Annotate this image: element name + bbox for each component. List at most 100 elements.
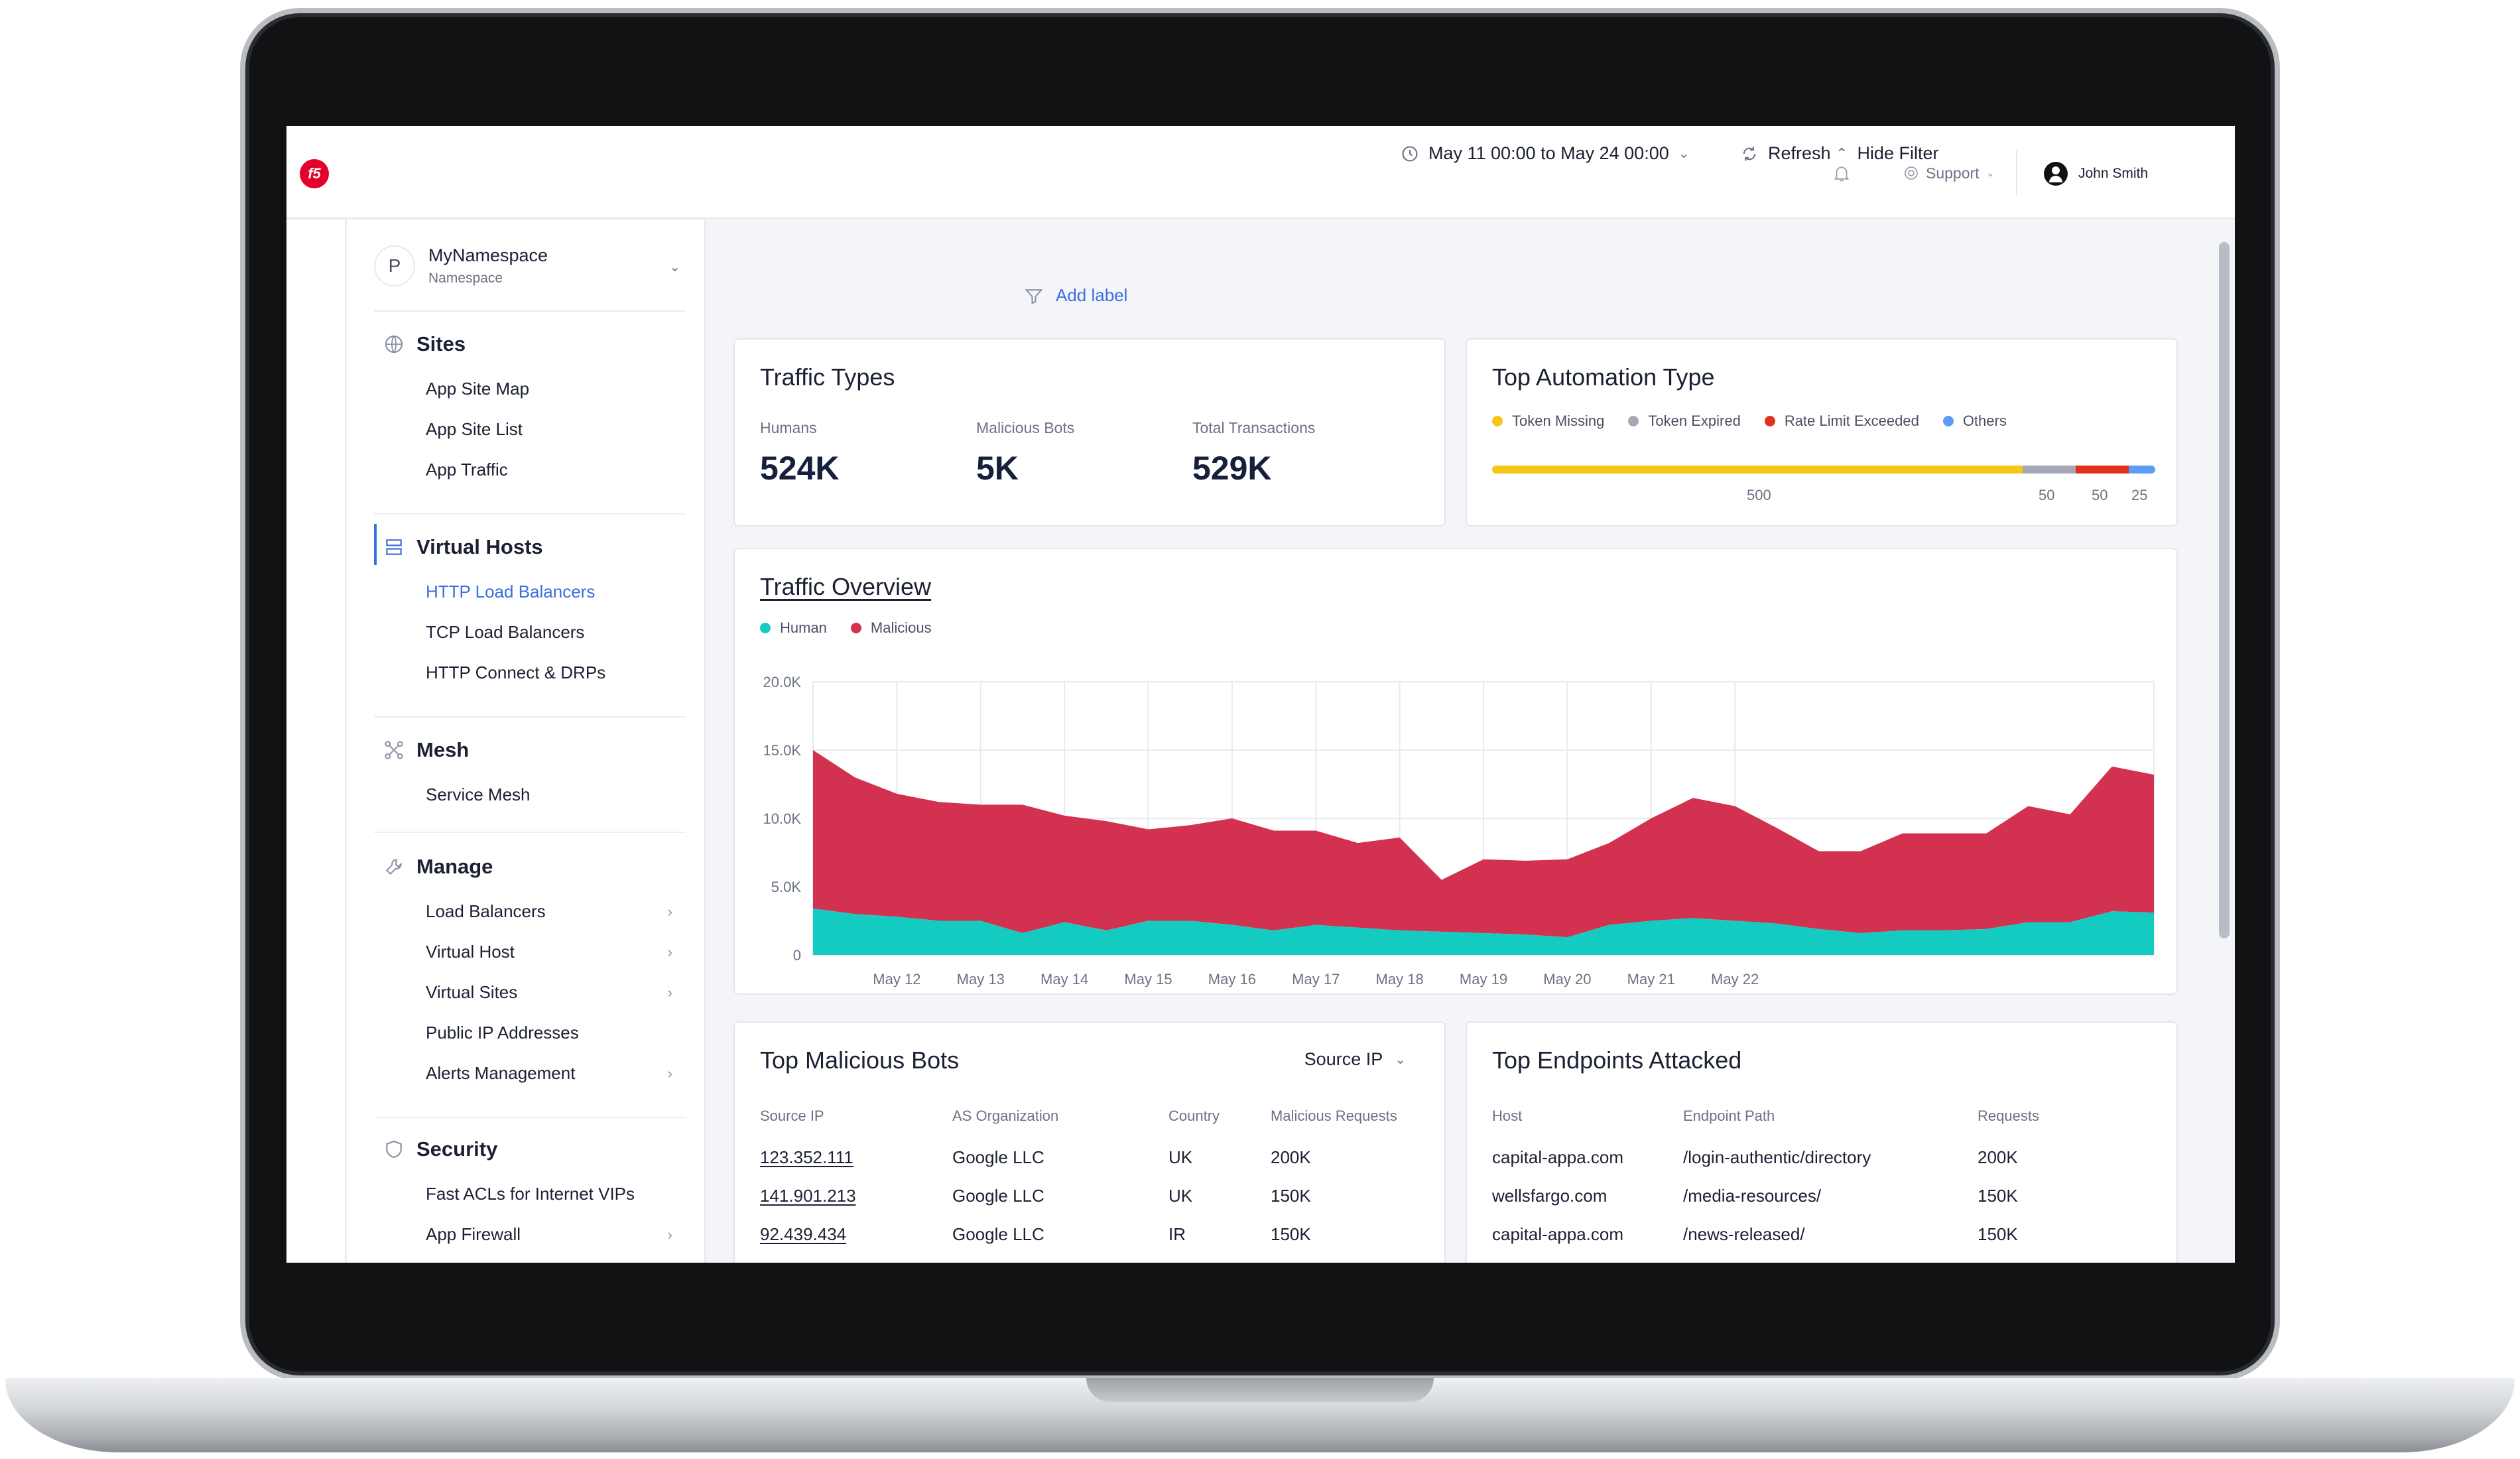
automation-value-label: 50 bbox=[2092, 487, 2108, 503]
legend-item-human: Human bbox=[760, 619, 827, 637]
automation-stacked-bar bbox=[1492, 466, 2155, 474]
sidebar-group-title[interactable]: Virtual Hosts bbox=[374, 523, 686, 572]
table-cell: UK bbox=[1168, 1186, 1193, 1206]
sidebar-item-tcp-load-balancers[interactable]: TCP Load Balancers bbox=[426, 622, 585, 642]
automation-segment bbox=[2023, 466, 2076, 474]
chevron-right-icon: › bbox=[667, 983, 672, 1001]
chevron-right-icon: › bbox=[667, 903, 672, 920]
y-tick-label: 15.0K bbox=[763, 742, 802, 759]
source-ip-select[interactable]: Source IP ⌄ bbox=[1304, 1049, 1406, 1069]
sidebar-item-app-traffic[interactable]: App Traffic bbox=[426, 460, 508, 479]
support-label: Support bbox=[1926, 164, 1980, 182]
traffic-overview-chart: 20.0K 15.0K 10.0K 5.0K 0 May 12 May 13 May 14 Ma… bbox=[763, 674, 2155, 987]
support-menu[interactable]: Support ⌄ bbox=[1903, 163, 1995, 183]
left-rail: » bbox=[286, 220, 346, 1263]
refresh-icon bbox=[1743, 147, 1756, 160]
sidebar-group-title[interactable]: Sites bbox=[374, 320, 686, 369]
sidebar-item-fast-acls[interactable]: Fast ACLs for Internet VIPs bbox=[426, 1184, 635, 1204]
endpoints-attacked-card: Top Endpoints Attacked Host Endpoint Pat… bbox=[1466, 1021, 2178, 1263]
table-cell: wellsfargo.com bbox=[1492, 1186, 1607, 1206]
column-header: AS Organization bbox=[952, 1108, 1059, 1124]
x-tick-label: May 13 bbox=[957, 971, 1005, 987]
sidebar-item-http-connect-drps[interactable]: HTTP Connect & DRPs bbox=[426, 663, 606, 682]
sidebar-group-title[interactable]: Manage bbox=[374, 842, 686, 891]
source-ip-link[interactable]: 92.439.434 bbox=[760, 1224, 847, 1244]
x-tick-label: May 19 bbox=[1460, 971, 1507, 987]
scrollbar-thumb[interactable] bbox=[2219, 242, 2230, 938]
source-ip-link[interactable]: 141.901.213 bbox=[760, 1186, 856, 1206]
sidebar-group-security: Security Fast ACLs for Internet VIPs App… bbox=[374, 1125, 686, 1255]
legend-item: Others bbox=[1942, 412, 2007, 430]
sidebar-item-load-balancers[interactable]: Load Balancers › bbox=[426, 901, 672, 921]
sidebar-item-virtual-sites[interactable]: Virtual Sites › bbox=[426, 982, 672, 1002]
table-cell: capital-appa.com bbox=[1492, 1224, 1623, 1244]
bell-icon[interactable] bbox=[1832, 163, 1852, 183]
automation-value-label: 25 bbox=[2131, 487, 2148, 503]
automation-value-label: 50 bbox=[2039, 487, 2055, 503]
top-bar: f5 Support ⌄ John Smith bbox=[286, 126, 2235, 219]
hide-filter-button[interactable]: ⌃ Hide Filter bbox=[1836, 143, 1939, 163]
x-tick-label: May 21 bbox=[1627, 971, 1675, 987]
laptop-notch bbox=[1086, 1378, 1434, 1402]
x-tick-label: May 18 bbox=[1376, 971, 1424, 987]
x-tick-label: May 17 bbox=[1292, 971, 1340, 987]
add-label-button[interactable]: Add label bbox=[1024, 285, 1127, 306]
table-cell: UK bbox=[1168, 1147, 1193, 1167]
stat-malicious-bots: Malicious Bots 5K bbox=[976, 419, 1075, 487]
column-header: Source IP bbox=[760, 1108, 824, 1124]
user-menu[interactable]: John Smith bbox=[2044, 162, 2148, 186]
divider bbox=[374, 832, 686, 833]
sidebar-item-app-site-list[interactable]: App Site List bbox=[426, 419, 523, 439]
clock-icon bbox=[1402, 145, 1418, 162]
x-tick-label: May 14 bbox=[1040, 971, 1088, 987]
card-title: Top Automation Type bbox=[1492, 363, 1715, 391]
wrench-icon bbox=[385, 859, 402, 875]
chevron-right-icon: › bbox=[667, 943, 672, 960]
column-header: Endpoint Path bbox=[1683, 1108, 1775, 1124]
automation-value-label: 500 bbox=[1747, 487, 1771, 503]
chevron-down-icon: ⌄ bbox=[1678, 147, 1690, 161]
sidebar-item-app-site-map[interactable]: App Site Map bbox=[426, 379, 530, 399]
stat-humans: Humans 524K bbox=[760, 419, 840, 487]
card-title[interactable]: Traffic Overview bbox=[760, 573, 932, 600]
sidebar-group-manage: Manage Load Balancers › Virtual Host › Vir… bbox=[374, 842, 686, 1094]
x-tick-label: May 16 bbox=[1208, 971, 1256, 987]
table-cell: 150K bbox=[1978, 1224, 2018, 1244]
namespace-sub: Namespace bbox=[428, 271, 503, 286]
column-header: Host bbox=[1492, 1108, 1523, 1124]
sidebar-item-app-firewall[interactable]: App Firewall › bbox=[426, 1224, 672, 1244]
server-icon bbox=[386, 539, 402, 555]
sidebar-item-http-load-balancers[interactable]: HTTP Load Balancers bbox=[426, 582, 596, 602]
sidebar-item-virtual-host[interactable]: Virtual Host › bbox=[426, 942, 672, 962]
automation-legend: Token Missing Token Expired Rate Limit E… bbox=[1492, 412, 2007, 430]
sidebar-group-title[interactable]: Mesh bbox=[374, 726, 686, 775]
automation-segment bbox=[2129, 466, 2155, 474]
sidebar-item-alerts-management[interactable]: Alerts Management › bbox=[426, 1063, 672, 1083]
x-tick-label: May 20 bbox=[1543, 971, 1591, 987]
date-range-picker[interactable]: May 11 00:00 to May 24 00:00 ⌄ bbox=[1401, 143, 1690, 164]
sidebar-item-public-ip-addresses[interactable]: Public IP Addresses bbox=[426, 1023, 579, 1043]
sidebar-group-title[interactable]: Security bbox=[374, 1125, 686, 1174]
divider bbox=[374, 513, 686, 515]
table-cell: 200K bbox=[1978, 1147, 2018, 1167]
namespace-selector[interactable]: P MyNamespace Namespace ⌄ bbox=[374, 232, 686, 312]
namespace-badge: P bbox=[374, 245, 415, 286]
traffic-types-card: Traffic Types Humans 524K Malicious Bots… bbox=[733, 338, 1446, 527]
source-ip-link[interactable]: 123.352.111 bbox=[760, 1147, 853, 1167]
refresh-button[interactable]: Refresh bbox=[1740, 143, 1831, 164]
legend-item: Token Missing bbox=[1492, 412, 1604, 430]
sidebar: P MyNamespace Namespace ⌄ Sites App Site… bbox=[347, 220, 706, 1263]
f5-logo[interactable]: f5 bbox=[300, 159, 329, 188]
app-screen: f5 Support ⌄ John Smith » P MyNamespace … bbox=[286, 126, 2235, 1263]
chevron-right-icon: › bbox=[667, 1064, 672, 1082]
chevron-up-icon: ⌃ bbox=[1836, 145, 1848, 162]
mesh-icon bbox=[385, 741, 403, 759]
malicious-area bbox=[813, 750, 2154, 938]
table-cell: Google LLC bbox=[952, 1147, 1044, 1167]
chevron-right-icon: › bbox=[667, 1226, 672, 1243]
sidebar-group-sites: Sites App Site Map App Site List App Tra… bbox=[374, 320, 686, 490]
sidebar-item-service-mesh[interactable]: Service Mesh bbox=[426, 785, 531, 804]
overview-legend: Human Malicious bbox=[760, 619, 932, 637]
column-header: Requests bbox=[1978, 1108, 2039, 1124]
active-indicator bbox=[374, 524, 377, 565]
